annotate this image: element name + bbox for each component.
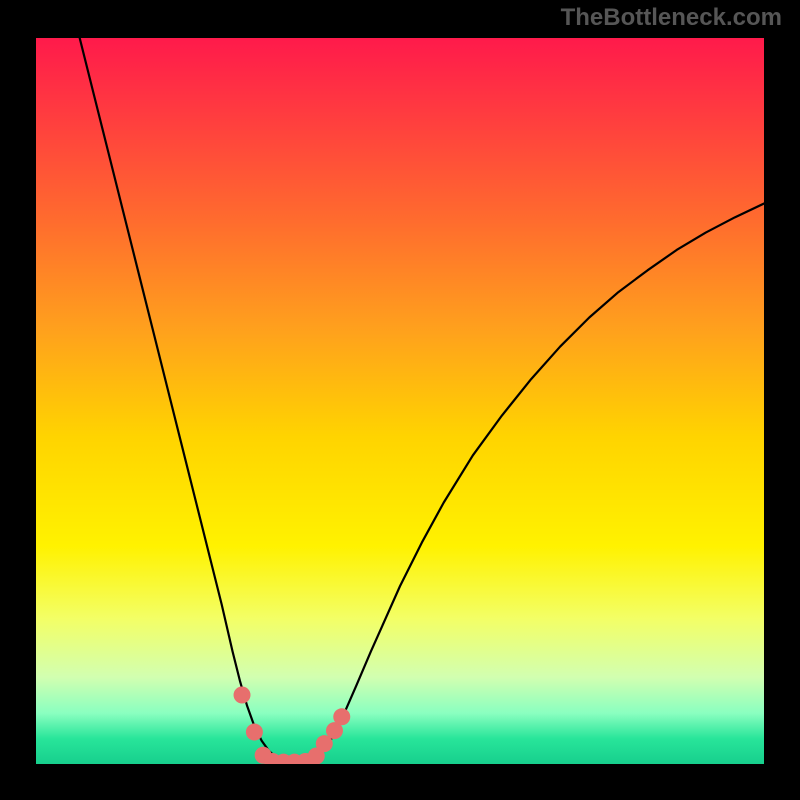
chart-frame [8,764,792,792]
chart-frame [764,8,792,792]
chart-background [36,38,764,764]
bottleneck-chart [36,38,764,764]
watermark-text: TheBottleneck.com [561,4,782,32]
chart-area [36,38,764,764]
marker-point [333,708,350,725]
chart-frame [8,8,36,792]
marker-point [246,724,263,741]
marker-point [234,687,251,704]
